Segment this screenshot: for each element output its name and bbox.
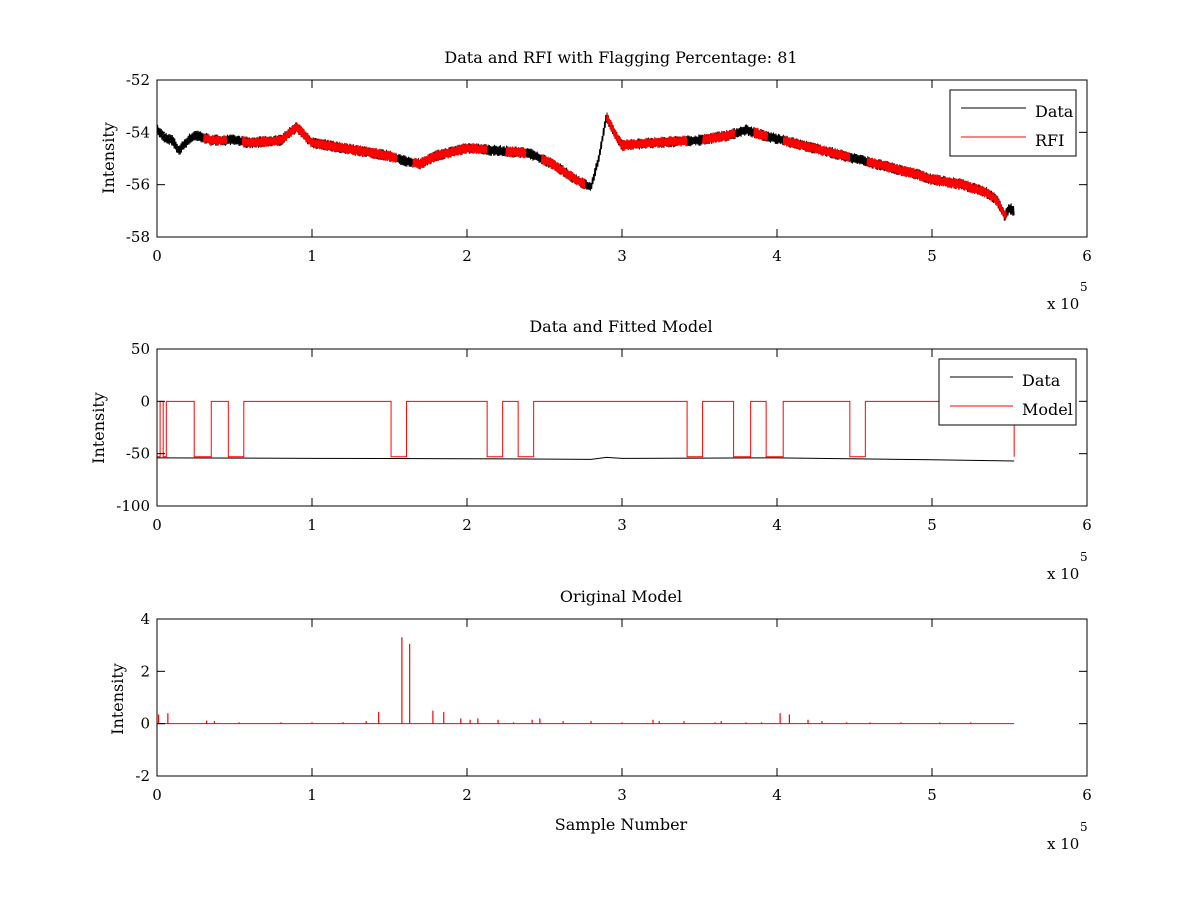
panel3-y-tick-label: 4: [140, 610, 150, 628]
panel1-x-tick-label: 5: [927, 247, 937, 265]
panel1-rfi-segment: [606, 113, 688, 152]
panel1-rfi-segment: [241, 122, 398, 163]
panel3-x-tick-label: 6: [1082, 786, 1092, 804]
panel1-x-tick-label: 3: [617, 247, 627, 265]
panel1-x-multiplier: x 10: [1047, 295, 1079, 313]
panel3-y-tick-label: -2: [135, 767, 150, 785]
panel1-x-tick-label: 6: [1082, 247, 1092, 265]
panel2-x-multiplier-exponent: 5: [1080, 550, 1088, 564]
panel2-legend-data-label: Data: [1022, 371, 1061, 390]
panel2-x-tick-label: 2: [462, 516, 472, 534]
panel2-x-tick-label: 0: [152, 516, 162, 534]
panel3-title: Original Model: [560, 587, 682, 606]
panel2-title: Data and Fitted Model: [529, 317, 712, 336]
panel2-x-tick-label: 4: [772, 516, 782, 534]
panel1-legend-data-label: Data: [1035, 102, 1074, 121]
panel3-x-tick-label: 4: [772, 786, 782, 804]
panel1-x-tick-label: 2: [462, 247, 472, 265]
panel1-y-axis-label: Intensity: [99, 122, 118, 194]
panel1-rfi-segment: [753, 127, 769, 142]
panel1-x-multiplier-exponent: 5: [1080, 280, 1088, 294]
panel3-x-tick-label: 0: [152, 786, 162, 804]
panel1-ticks: 0 1 2 3 4 5 6 -58 -56 -54 -52: [126, 71, 1092, 265]
panel1-legend: Data RFI: [949, 89, 1077, 157]
panel2-y-axis-label: Intensity: [89, 392, 108, 464]
panel1-y-tick-label: -52: [126, 71, 150, 89]
panel3-x-axis-label: Sample Number: [555, 815, 688, 834]
panel3-y-tick-label: 0: [140, 715, 150, 733]
panel1-rfi-segment: [866, 157, 1007, 221]
panel2-x-tick-label: 1: [307, 516, 317, 534]
panel2-y-tick-label: 50: [131, 340, 150, 358]
panel1-y-tick-label: -56: [126, 176, 150, 194]
panel2-x-multiplier: x 10: [1047, 565, 1079, 583]
panel1-rfi-segment: [505, 146, 527, 159]
panel2-y-tick-label: 0: [140, 392, 150, 410]
panel1-rfi-segment: [702, 128, 736, 145]
panel3-y-axis-label: Intensity: [108, 663, 127, 735]
panel1-rfi-segment: [540, 154, 586, 190]
panel2-plot-area: [156, 400, 1015, 462]
panel2-data-line: [156, 456, 1015, 462]
panel3-plot-area: [157, 637, 1015, 725]
panel2-ticks: 0 1 2 3 4 5 6 -100 -50 0 50: [116, 340, 1091, 534]
panel2-legend-box: [938, 358, 1077, 426]
panel1-rfi-segment: [782, 135, 851, 163]
panel2-x-tick-label: 3: [617, 516, 627, 534]
panel2-x-tick-label: 6: [1082, 516, 1092, 534]
panel2-y-tick-label: -50: [126, 445, 150, 463]
panel2-model-line: [157, 400, 1015, 458]
panel1-rfi-segment: [412, 142, 488, 170]
panel3-x-tick-label: 1: [307, 786, 317, 804]
panel1-x-tick-label: 4: [772, 247, 782, 265]
panel2-legend: Data Model: [938, 358, 1077, 426]
panel1-rfi-segment: [203, 133, 228, 146]
panel1-y-tick-label: -58: [126, 228, 150, 246]
panel3-x-multiplier: x 10: [1047, 835, 1079, 853]
panel3-x-tick-label: 2: [462, 786, 472, 804]
panel-fitted-model: Data and Fitted Model Intensity 0 1 2 3 4 5 6 -…: [89, 317, 1092, 583]
panel1-title: Data and RFI with Flagging Percentage: 8…: [444, 48, 797, 67]
panel2-legend-model-label: Model: [1022, 400, 1073, 419]
panel2-y-tick-label: -100: [116, 497, 150, 515]
panel3-x-multiplier-exponent: 5: [1080, 820, 1088, 834]
panel2-x-tick-label: 5: [927, 516, 937, 534]
panel1-legend-rfi-label: RFI: [1035, 131, 1064, 150]
panel1-y-tick-label: -54: [126, 123, 150, 141]
panel3-x-tick-label: 3: [617, 786, 627, 804]
panel1-legend-box: [949, 89, 1077, 157]
panel1-x-tick-label: 1: [307, 247, 317, 265]
panel1-plot-area: [156, 112, 1015, 221]
panel1-x-tick-label: 0: [152, 247, 162, 265]
panel3-y-tick-label: 2: [140, 662, 150, 680]
panel3-x-tick-label: 5: [927, 786, 937, 804]
panel-data-rfi: Data and RFI with Flagging Percentage: 8…: [99, 48, 1092, 313]
